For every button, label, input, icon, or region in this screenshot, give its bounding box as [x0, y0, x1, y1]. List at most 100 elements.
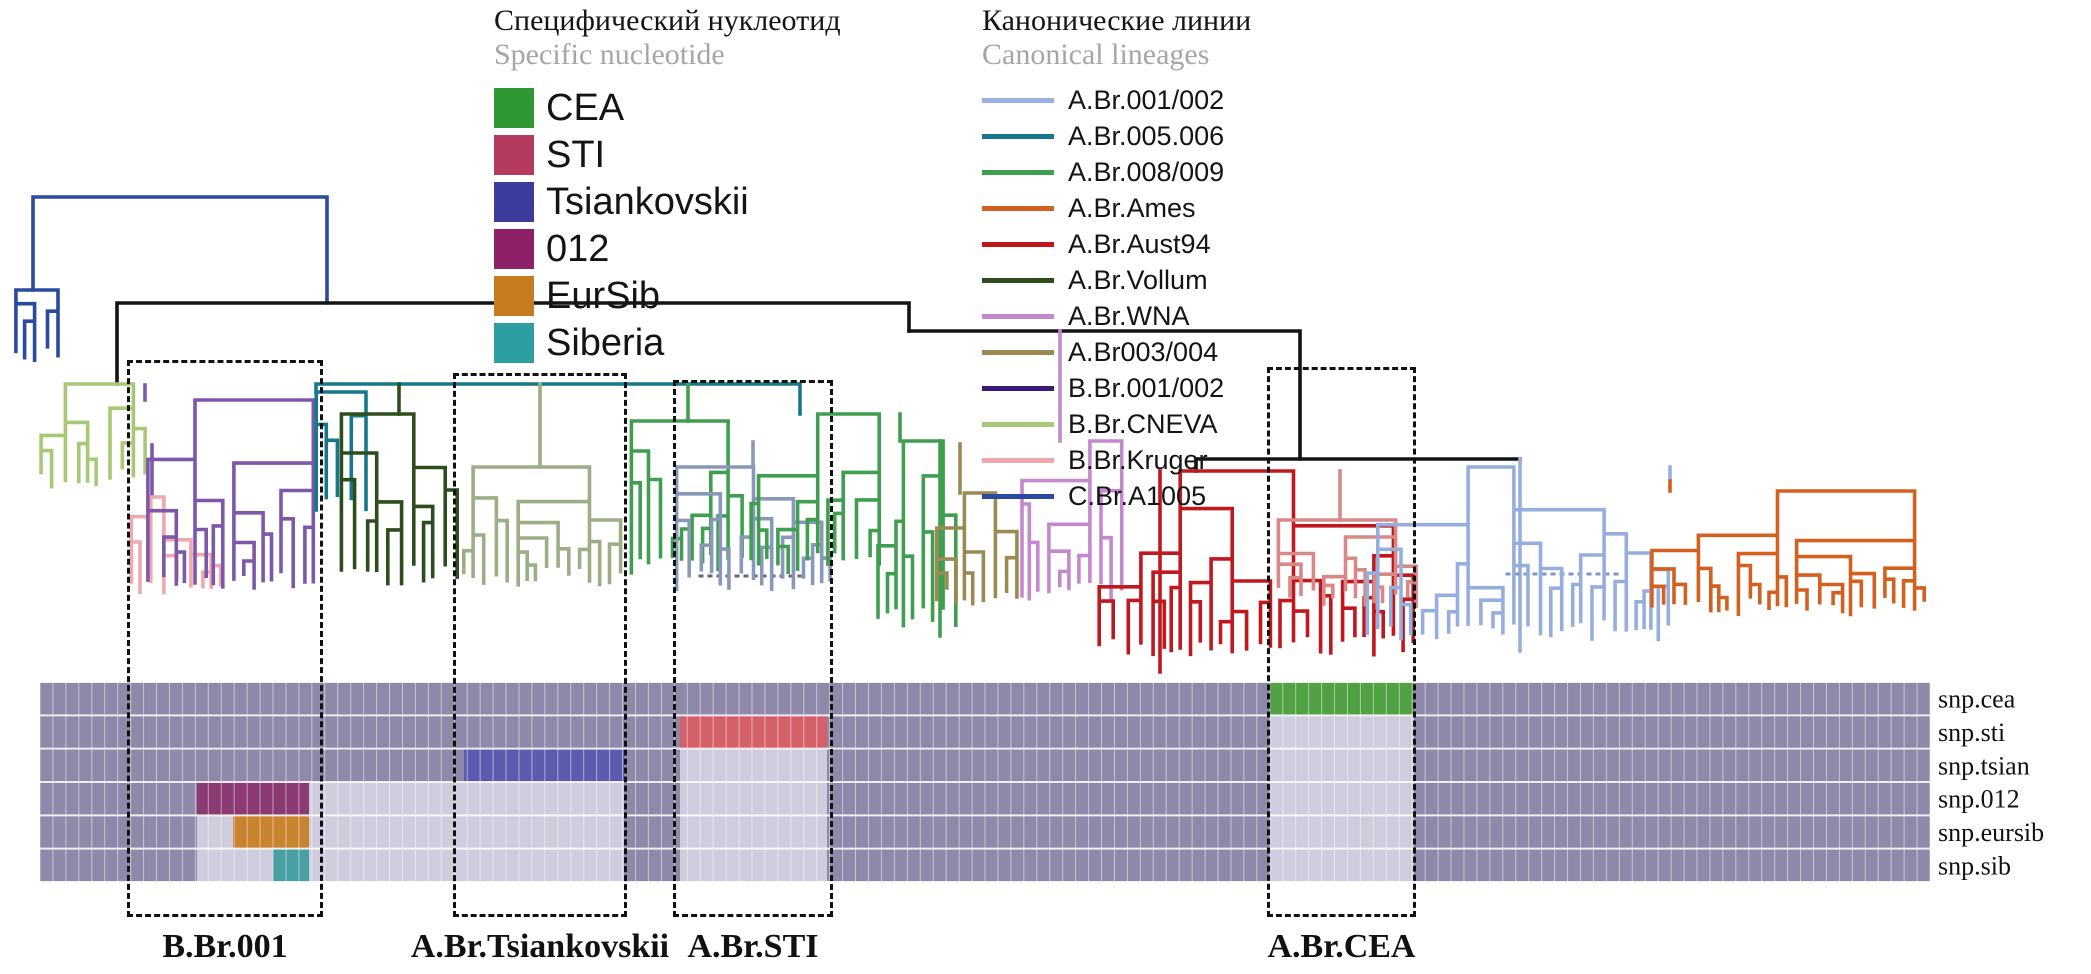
clade-highlight-box-A.Br.STI — [673, 380, 833, 917]
legend-item-label: EurSib — [546, 274, 661, 317]
clade-branches-A.Br.008/009-c — [876, 439, 958, 628]
line-swatch-icon — [982, 97, 1054, 103]
color-swatch-icon — [494, 275, 534, 316]
clade-box-label: B.Br.001 — [162, 928, 288, 965]
lineage-legend-title-en: Canonical lineages — [982, 38, 1210, 71]
clade-branches-A.Br.001/002 — [1365, 465, 1671, 642]
clade-box-label: A.Br.Tsiankovskii — [410, 928, 670, 965]
heatmap-marker-block-snp.sti — [680, 715, 827, 749]
line-swatch-icon — [982, 205, 1054, 211]
legend-item-label: C.Br.A1005 — [1068, 480, 1207, 511]
heatmap-marker-block-snp.sib — [273, 848, 309, 882]
lineage-legend-item: A.Br.Vollum — [982, 262, 1251, 298]
heatmap-row-label: snp.012 — [1938, 785, 2020, 814]
clade-branches-A.Br.Ames — [1650, 489, 1926, 617]
lineage-legend-item: C.Br.A1005 — [982, 478, 1251, 514]
clade-branches-A.Br.CEA — [1276, 518, 1418, 609]
clade-branches-A.Br.WNA — [1020, 439, 1124, 601]
nucleotide-legend-item: Tsiankovskii — [494, 178, 841, 225]
nucleotide-legend-title-ru: Специфический нуклеотид — [494, 4, 841, 37]
line-swatch-icon — [982, 169, 1054, 175]
tree-branch — [314, 382, 802, 416]
lineage-legend-item: B.Br.Kruger — [982, 442, 1251, 478]
lineage-legend-item: A.Br.005.006 — [982, 118, 1251, 154]
clade-branches-B.Br.Kruger — [129, 495, 223, 595]
heatmap-row-label: snp.tsian — [1938, 751, 2030, 780]
clade-branches-C.Br.A1005 — [14, 288, 60, 362]
clade-branches-A.Br.Tsiankovskii — [462, 465, 623, 587]
line-swatch-icon — [982, 457, 1054, 463]
line-swatch-icon — [982, 133, 1054, 139]
line-swatch-icon — [982, 241, 1054, 247]
nucleotide-legend-item: EurSib — [494, 272, 841, 319]
lineage-legend-item: B.Br.CNEVA — [982, 406, 1251, 442]
heatmap-row-label: snp.cea — [1938, 685, 2016, 714]
lineage-legend-item: A.Br.008/009 — [982, 154, 1251, 190]
color-swatch-icon — [494, 228, 534, 269]
legend-item-label: A.Br.WNA — [1068, 300, 1190, 331]
clade-branches-A.Br003/004 — [935, 491, 1019, 606]
nucleotide-legend-item: Siberia — [494, 319, 841, 366]
legend-item-label: B.Br.CNEVA — [1068, 408, 1218, 439]
lineage-legend-item: B.Br.001/002 — [982, 370, 1251, 406]
legend-item-label: A.Br.Aust94 — [1068, 228, 1211, 259]
nucleotide-legend-item: CEA — [494, 84, 841, 131]
tree-branch — [907, 329, 1302, 461]
legend-item-label: B.Br.001/002 — [1068, 372, 1225, 403]
legend-canonical-lineages: Канонические линии Canonical lineages A.… — [982, 4, 1251, 514]
clade-branches-B.Br.001/002 — [146, 398, 316, 590]
legend-item-label: A.Br003/004 — [1068, 336, 1219, 367]
line-swatch-icon — [982, 277, 1054, 283]
legend-item-label: A.Br.Ames — [1068, 192, 1196, 223]
clade-branches-A.Br.008/009-b — [749, 412, 881, 574]
tree-branch — [31, 195, 329, 305]
lineage-legend-items: A.Br.001/002 A.Br.005.006 A.Br.008/009 A.Br… — [982, 82, 1251, 514]
line-swatch-icon — [982, 421, 1054, 427]
heatmap-marker-block-snp.tsian — [464, 748, 624, 782]
legend-item-label: CEA — [546, 86, 625, 129]
legend-specific-nucleotide: Специфический нуклеотид Specific nucleot… — [494, 4, 841, 366]
lineage-legend-item: A.Br.001/002 — [982, 82, 1251, 118]
color-swatch-icon — [494, 322, 534, 363]
color-swatch-icon — [494, 87, 534, 128]
legend-item-label: B.Br.Kruger — [1068, 444, 1208, 475]
clade-box-label: A.Br.CEA — [1267, 928, 1416, 965]
legend-item-label: A.Br.001/002 — [1068, 84, 1225, 115]
color-swatch-icon — [494, 134, 534, 175]
legend-item-label: A.Br.Vollum — [1068, 264, 1208, 295]
clade-highlight-box-B.Br.001 — [127, 360, 323, 917]
heatmap-layer: snp.cea snp.sti snp.tsian snp.012 snp.eursib… — [39, 681, 2044, 883]
heatmap-light-block — [1270, 715, 1414, 882]
clade-branches-A.Br.Vollum — [339, 412, 459, 586]
lineage-legend-item: A.Br.Ames — [982, 190, 1251, 226]
line-swatch-icon — [982, 349, 1054, 355]
lineage-legend-item: A.Br.WNA — [982, 298, 1251, 334]
clade-box-label: A.Br.STI — [687, 928, 819, 965]
nucleotide-legend-title-en: Specific nucleotide — [494, 38, 725, 71]
legend-item-label: Tsiankovskii — [546, 180, 749, 223]
heatmap-row-label: snp.sib — [1938, 851, 2011, 880]
nucleotide-legend-item: STI — [494, 131, 841, 178]
color-swatch-icon — [494, 181, 534, 222]
lineage-legend-item: A.Br003/004 — [982, 334, 1251, 370]
heatmap-row-label: snp.sti — [1938, 718, 2005, 747]
clade-highlight-box-A.Br.Tsiankovskii — [453, 373, 627, 917]
legend-item-label: A.Br.005.006 — [1068, 120, 1225, 151]
heatmap-row-label: snp.eursib — [1938, 818, 2044, 847]
line-swatch-icon — [982, 385, 1054, 391]
clade-branches-A.Br.STI — [674, 465, 832, 591]
line-swatch-icon — [982, 313, 1054, 319]
line-swatch-icon — [982, 493, 1054, 499]
heatmap-marker-block-snp.012 — [197, 782, 309, 816]
heatmap-marker-block-snp.cea — [1270, 682, 1414, 716]
nucleotide-legend-item: 012 — [494, 225, 841, 272]
clade-highlight-box-A.Br.CEA — [1267, 367, 1416, 917]
lineage-legend-title-ru: Канонические линии — [982, 4, 1252, 37]
legend-item-label: Siberia — [546, 321, 665, 364]
heatmap-row-separators — [40, 681, 1930, 883]
legend-item-label: A.Br.008/009 — [1068, 156, 1225, 187]
legend-item-label: 012 — [546, 227, 610, 270]
legend-item-label: STI — [546, 133, 606, 176]
